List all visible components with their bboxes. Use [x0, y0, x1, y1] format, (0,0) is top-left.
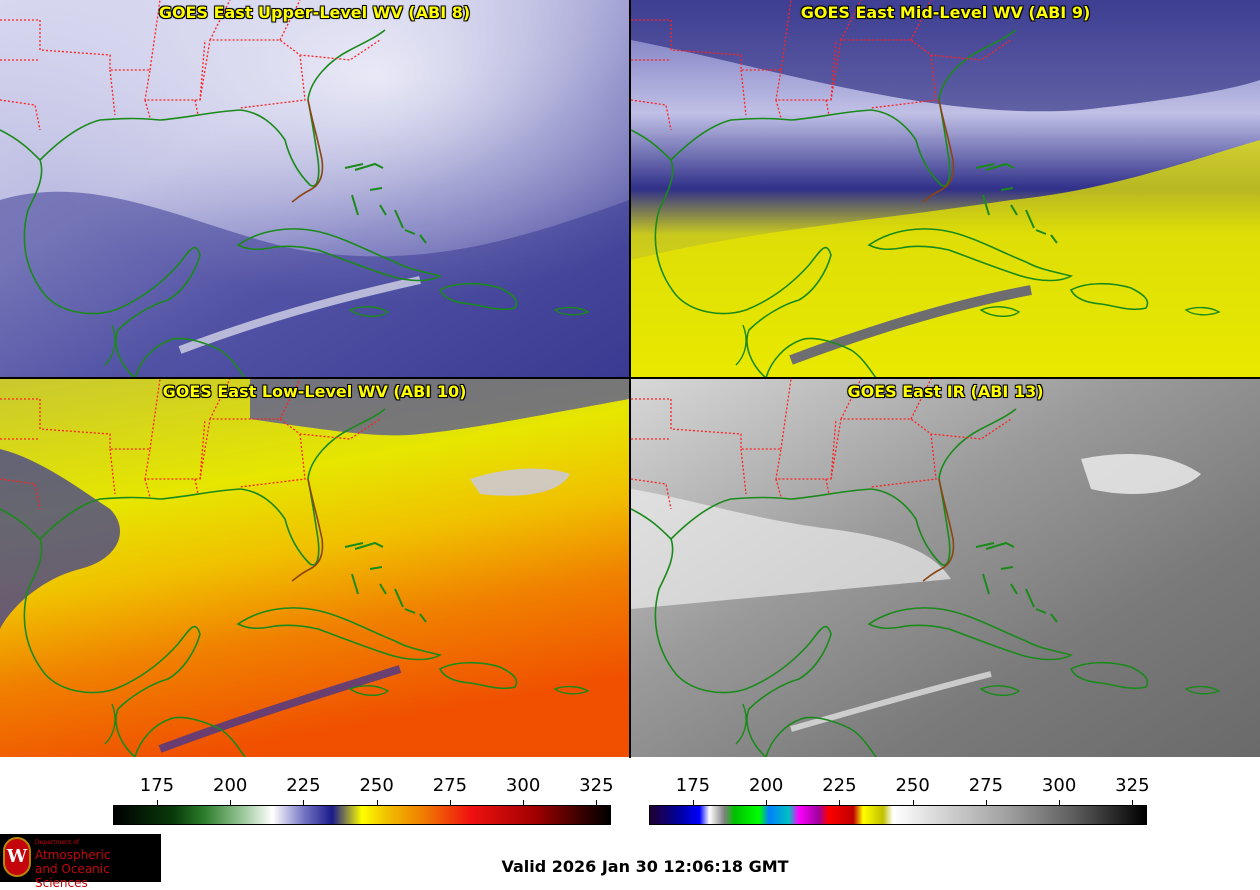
- logo-line-2: Atmospheric: [35, 848, 111, 862]
- panel-title-ir: GOES East IR (ABI 13): [847, 382, 1044, 401]
- ir-colorbar-tick-mark: [766, 800, 768, 805]
- panel-upper-level-wv: GOES East Upper-Level WV (ABI 8): [0, 0, 629, 378]
- upper-level-wv-image: [0, 0, 629, 378]
- wv-colorbar-tick-label: 325: [579, 775, 614, 796]
- wv-colorbar-tick-mark: [156, 800, 158, 805]
- ir-colorbar: [649, 805, 1147, 825]
- wv-colorbar-tick-label: 250: [359, 775, 394, 796]
- ir-colorbar-tick-mark: [985, 800, 987, 805]
- wv-colorbar-tick-label: 175: [139, 775, 175, 796]
- ir-colorbar-tick-mark: [1132, 800, 1134, 805]
- mid-level-wv-image: [631, 0, 1260, 378]
- panel-ir: GOES East IR (ABI 13): [631, 379, 1260, 757]
- low-level-wv-image: [0, 379, 629, 757]
- panel-title-mid: GOES East Mid-Level WV (ABI 9): [800, 3, 1091, 22]
- ir-colorbar-tick-label: 250: [895, 775, 930, 796]
- panel-mid-level-wv: GOES East Mid-Level WV (ABI 9): [631, 0, 1260, 378]
- wv-colorbar-tick-mark: [523, 800, 525, 805]
- ir-colorbar-tick-mark: [1059, 800, 1061, 805]
- ir-colorbar-tick-label: 175: [675, 775, 711, 796]
- wv-colorbar-ticks: 175 200 225 250 275 300 325: [113, 775, 614, 805]
- wv-colorbar-tick-mark: [596, 800, 598, 805]
- logo-line-3: and Oceanic Sciences: [35, 862, 110, 890]
- panel-divider-horizontal: [0, 377, 1260, 379]
- ir-colorbar-tick-label: 225: [822, 775, 857, 796]
- ir-colorbar-tick-mark: [839, 800, 841, 805]
- ir-colorbar-ticks: 175 200 225 250 275 300 325: [649, 775, 1150, 805]
- wv-colorbar-tick-mark: [376, 800, 378, 805]
- wv-colorbar-tick-mark: [230, 800, 232, 805]
- ir-colorbar-tick-label: 200: [748, 775, 784, 796]
- ir-image: [631, 379, 1260, 757]
- logo-line-1: Department of: [35, 839, 79, 846]
- wv-colorbar-tick-mark: [449, 800, 451, 805]
- panel-title-low: GOES East Low-Level WV (ABI 10): [162, 382, 467, 401]
- ir-colorbar-tick-label: 300: [1041, 775, 1077, 796]
- ir-colorbar-tick-mark: [912, 800, 914, 805]
- ir-colorbar-tick-label: 275: [968, 775, 1004, 796]
- aos-logo: W Department of Atmospheric and Oceanic …: [0, 834, 161, 890]
- uw-seal-icon: W: [3, 837, 31, 877]
- ir-colorbar-tick-mark: [692, 800, 694, 805]
- ir-colorbar-tick-label: 325: [1115, 775, 1150, 796]
- wv-colorbar-tick-label: 225: [286, 775, 321, 796]
- wv-colorbar-tick-mark: [303, 800, 305, 805]
- wv-colorbar: [113, 805, 611, 825]
- valid-time: Valid 2026 Jan 30 12:06:18 GMT: [501, 857, 789, 876]
- panel-title-upper: GOES East Upper-Level WV (ABI 8): [158, 3, 471, 22]
- wv-colorbar-tick-label: 275: [432, 775, 468, 796]
- wv-colorbar-tick-label: 200: [212, 775, 248, 796]
- wv-colorbar-tick-label: 300: [505, 775, 541, 796]
- panel-low-level-wv: GOES East Low-Level WV (ABI 10): [0, 379, 629, 757]
- panel-divider-vertical: [629, 0, 631, 758]
